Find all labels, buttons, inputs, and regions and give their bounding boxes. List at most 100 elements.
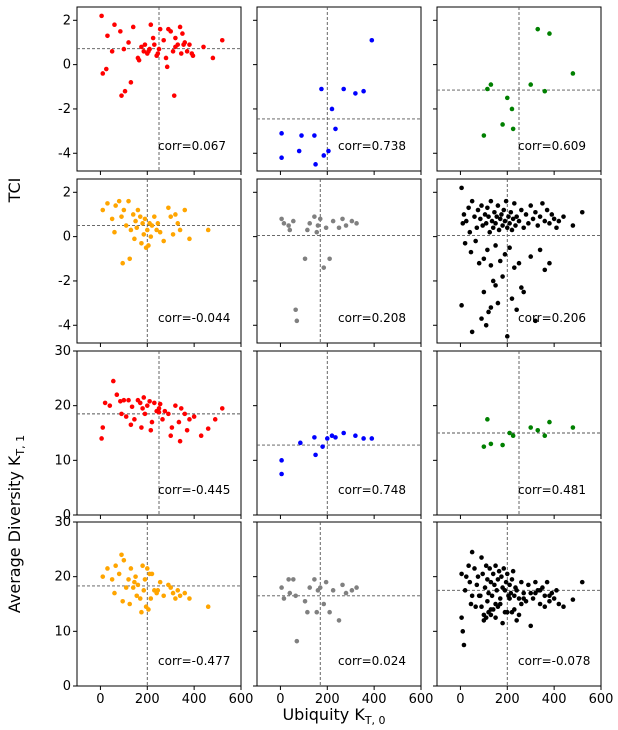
- data-point: [530, 596, 536, 601]
- data-point: [191, 414, 197, 419]
- data-point: [212, 417, 218, 422]
- data-point: [157, 401, 163, 407]
- data-point: [133, 218, 138, 224]
- data-point: [333, 435, 338, 440]
- data-point: [113, 563, 118, 569]
- data-point: [485, 598, 490, 604]
- data-point: [485, 205, 490, 211]
- data-point: [130, 212, 136, 217]
- data-point: [474, 225, 480, 231]
- data-point: [510, 568, 516, 574]
- data-point: [128, 227, 134, 233]
- data-point: [279, 155, 284, 161]
- data-point: [279, 131, 284, 136]
- data-point: [502, 218, 508, 224]
- data-point: [317, 585, 323, 590]
- data-point: [521, 590, 526, 596]
- data-point: [497, 216, 503, 222]
- data-point: [349, 218, 355, 224]
- data-point: [479, 555, 484, 560]
- data-point: [146, 243, 151, 248]
- data-point: [140, 406, 145, 411]
- data-point: [219, 406, 225, 411]
- x-tick-label: 200: [315, 692, 340, 707]
- data-point: [519, 601, 524, 607]
- data-point: [140, 221, 145, 226]
- data-point: [175, 221, 181, 226]
- y-tick-label: -4: [58, 146, 71, 161]
- data-point: [116, 198, 122, 204]
- data-point: [109, 49, 115, 54]
- data-point: [293, 307, 298, 313]
- data-point: [178, 51, 184, 56]
- data-point: [156, 406, 162, 411]
- data-point: [142, 216, 148, 222]
- data-point: [353, 433, 358, 439]
- data-point: [488, 441, 494, 447]
- data-point: [483, 563, 489, 569]
- scatter-panel-3: corr=0.609: [433, 6, 602, 175]
- data-point: [173, 596, 178, 601]
- xlabel-ubiquity-subscript: T, 0: [364, 714, 386, 727]
- data-point: [336, 225, 342, 231]
- data-point: [119, 214, 124, 219]
- data-point: [480, 223, 485, 228]
- data-point: [508, 209, 514, 215]
- data-point: [190, 53, 196, 59]
- data-point: [547, 598, 552, 604]
- y-tick-label: 2: [63, 185, 71, 200]
- data-point: [494, 214, 500, 219]
- data-point: [140, 563, 145, 569]
- data-point: [476, 593, 482, 599]
- data-point: [547, 31, 552, 36]
- data-point: [99, 436, 104, 441]
- data-point: [514, 588, 519, 593]
- panel-frame: [76, 178, 242, 344]
- data-point: [287, 590, 293, 596]
- data-point: [134, 593, 140, 599]
- data-point: [120, 598, 125, 604]
- data-point: [503, 579, 509, 585]
- data-point: [507, 245, 512, 251]
- data-point: [516, 218, 522, 224]
- data-point: [321, 265, 327, 270]
- data-point: [105, 33, 110, 39]
- data-point: [512, 593, 517, 599]
- data-point: [148, 427, 154, 433]
- data-point: [512, 201, 517, 206]
- data-point: [164, 64, 170, 70]
- data-point: [291, 218, 296, 224]
- data-point: [549, 212, 555, 217]
- data-point: [502, 588, 508, 593]
- data-point: [474, 582, 480, 588]
- data-point: [118, 29, 123, 34]
- data-point: [137, 400, 143, 406]
- y-tick-label: -2: [58, 102, 71, 117]
- data-point: [500, 620, 505, 626]
- data-point: [514, 618, 519, 623]
- data-point: [320, 444, 325, 449]
- panel-frame: [256, 178, 422, 344]
- data-point: [162, 408, 168, 414]
- data-point: [488, 82, 494, 87]
- data-point: [294, 638, 300, 644]
- data-point: [330, 588, 336, 593]
- correlation-annotation: corr=0.609: [518, 139, 586, 153]
- data-point: [361, 88, 366, 94]
- data-point: [294, 318, 300, 324]
- data-point: [123, 414, 129, 419]
- data-point: [516, 260, 522, 266]
- data-point: [112, 229, 117, 235]
- data-point: [157, 229, 163, 235]
- data-point: [468, 601, 474, 607]
- data-point: [121, 397, 127, 403]
- data-point: [495, 300, 501, 306]
- data-point: [122, 88, 128, 94]
- data-point: [187, 596, 192, 601]
- y-tick-label: 0: [63, 230, 71, 245]
- data-point: [119, 411, 124, 417]
- data-point: [459, 571, 464, 577]
- data-point: [119, 552, 124, 558]
- data-point: [537, 601, 543, 607]
- data-point: [503, 198, 509, 204]
